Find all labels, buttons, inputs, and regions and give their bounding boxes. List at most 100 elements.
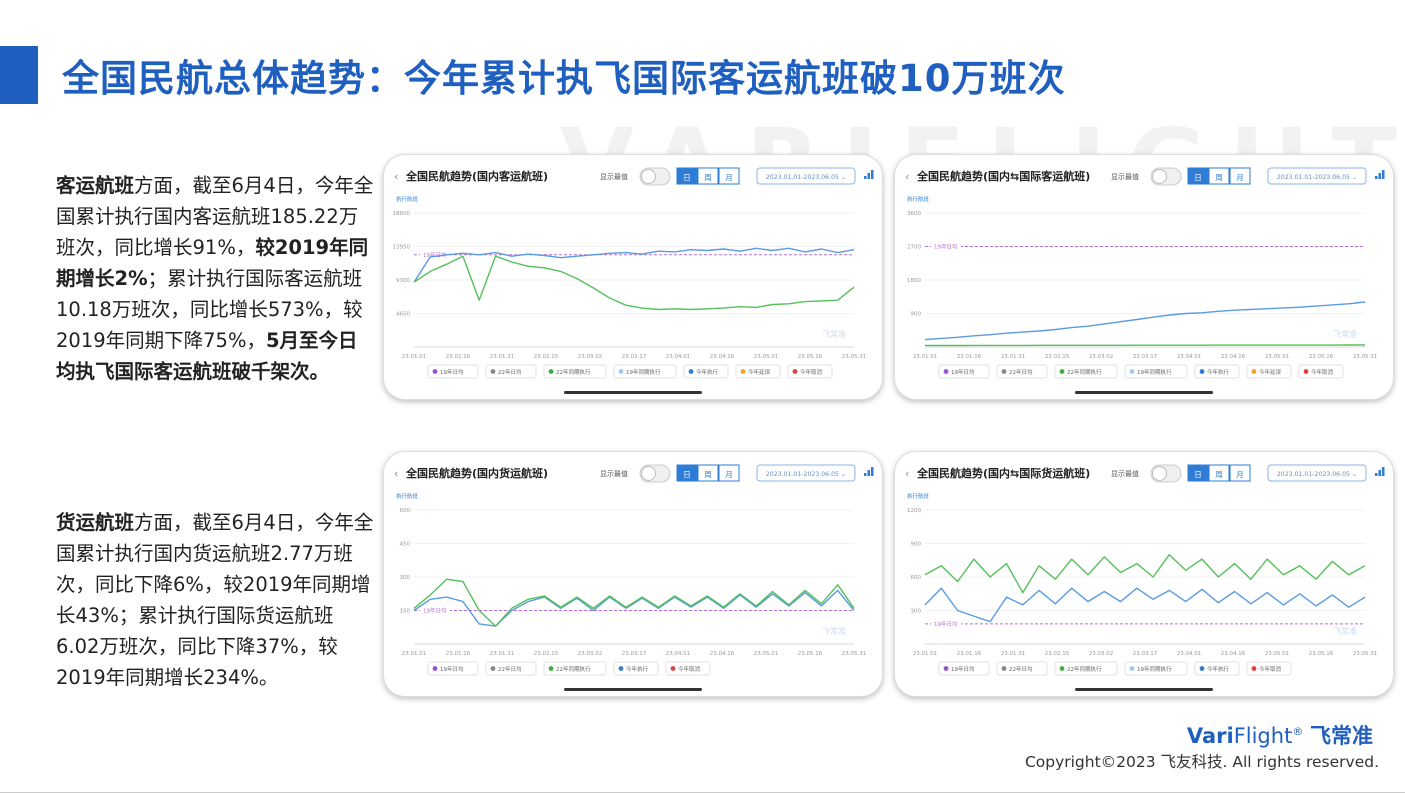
- x-tick-label: 23.05.16: [1309, 354, 1334, 360]
- legend-dot: [490, 369, 496, 374]
- tab-label: 月: [725, 470, 733, 479]
- passenger-lead: 客运航班: [56, 174, 135, 197]
- cargo-lead: 货运航班: [56, 511, 135, 534]
- legend-item: [1124, 661, 1188, 676]
- x-tick-label: 23.01.31: [1001, 354, 1026, 360]
- legend-item: [683, 364, 729, 379]
- legend-label: 22年同期执行: [1067, 368, 1102, 376]
- copyright-text: Copyright©2023 飞友科技. All rights reserved…: [1024, 753, 1379, 771]
- x-tick-label: 23.03.17: [1133, 651, 1158, 657]
- y-tick-label: 3600: [907, 211, 921, 217]
- y-tick-label: 600: [400, 508, 411, 514]
- page-title: 全国民航总体趋势：今年累计执飞国际客运航班破10万班次: [62, 57, 1066, 100]
- legend-dot: [1199, 666, 1205, 671]
- logo-vari: Vari: [1186, 724, 1234, 748]
- y-unit-label: 执行航班: [907, 195, 930, 203]
- date-range-select[interactable]: [756, 167, 856, 185]
- y-tick-label: 2700: [907, 245, 921, 251]
- tab-label: 月: [1236, 173, 1244, 182]
- chart-title: 全国民航趋势(国内客运航班): [405, 169, 548, 183]
- legend-item: [938, 364, 990, 379]
- series-line-1: [925, 344, 1365, 347]
- toggle-knob: [1152, 169, 1167, 184]
- date-range-select[interactable]: [1267, 167, 1367, 185]
- tab-month[interactable]: [718, 464, 740, 482]
- legend-item: [1246, 364, 1292, 379]
- tab-day[interactable]: [1187, 167, 1209, 185]
- tab-week[interactable]: [1208, 464, 1230, 482]
- tab-day[interactable]: [676, 464, 698, 482]
- legend-item: [996, 364, 1048, 379]
- legend-label: 今年取消: [800, 368, 823, 376]
- x-tick-label: 23.02.15: [534, 354, 559, 360]
- legend-dot: [943, 666, 949, 671]
- legend-dot: [943, 369, 949, 374]
- chart-watermark: 飞常准: [1333, 626, 1357, 636]
- tab-month[interactable]: [1229, 167, 1251, 185]
- y-tick-label: 450: [400, 542, 411, 548]
- legend-label: 19年同期执行: [1137, 368, 1172, 376]
- x-tick-label: 23.03.02: [1089, 651, 1114, 657]
- legend-dot: [688, 369, 694, 374]
- x-tick-label: 23.04.16: [710, 354, 735, 360]
- tab-week[interactable]: [697, 167, 719, 185]
- x-tick-label: 23.05.01: [1265, 354, 1290, 360]
- y-tick-label: 900: [911, 542, 922, 548]
- show-extremes-label: 显示最值: [1111, 172, 1139, 181]
- legend-item: [1054, 661, 1118, 676]
- bottom-divider: [0, 792, 1405, 793]
- chart-title: 全国民航趋势(国内⇆国际货运航班): [916, 466, 1090, 480]
- reference-line-label: 19年日均: [934, 243, 958, 251]
- y-tick-label: 900: [911, 312, 922, 318]
- reference-line-label: 19年日均: [934, 620, 958, 628]
- date-range-select[interactable]: [1267, 464, 1367, 482]
- tab-week[interactable]: [697, 464, 719, 482]
- legend-dot: [1059, 666, 1065, 671]
- x-tick-label: 23.05.16: [798, 354, 823, 360]
- bar-chart-icon: [1382, 170, 1385, 179]
- reference-line-label: 19年日均: [423, 251, 447, 259]
- legend-item: [427, 364, 479, 379]
- legend-item: [613, 661, 659, 676]
- passenger-part2: ；累计执行国际客运航班10.18万班次，同比增长573%，较2019年同期下降7…: [56, 267, 363, 352]
- tab-week[interactable]: [1208, 167, 1230, 185]
- legend-label: 19年日均: [951, 665, 975, 673]
- legend-item: [735, 364, 781, 379]
- legend-item: [1246, 661, 1292, 676]
- date-range-select[interactable]: [756, 464, 856, 482]
- legend-label: 22年同期执行: [556, 665, 591, 673]
- chart-watermark: 飞常准: [822, 626, 846, 636]
- x-tick-label: 23.02.15: [1045, 651, 1070, 657]
- logo-registered-mark: ®: [1292, 725, 1304, 738]
- y-tick-label: 9300: [396, 278, 410, 284]
- legend-item: [485, 364, 537, 379]
- x-tick-label: 23.03.02: [1089, 354, 1114, 360]
- chart-international-passenger: ‹ 全国民航趋势(国内⇆国际客运航班) 显示最值 日 周 月 2023.01.01-2023…: [905, 167, 1385, 394]
- y-tick-label: 1200: [907, 508, 921, 514]
- x-tick-label: 23.05.01: [754, 651, 779, 657]
- tab-month[interactable]: [718, 167, 740, 185]
- legend-label: 今年取消: [1311, 368, 1334, 376]
- variflight-logo: VariFlight® 飞常准: [1187, 720, 1373, 750]
- legend-dot: [670, 666, 676, 671]
- legend-label: 今年延误: [1259, 368, 1282, 376]
- back-chevron-icon: ‹: [905, 467, 909, 480]
- logo-flight: Flight: [1233, 724, 1293, 748]
- legend-label: 22年日均: [1009, 368, 1033, 376]
- legend-item: [787, 364, 833, 379]
- tab-month[interactable]: [1229, 464, 1251, 482]
- back-chevron-icon: ‹: [394, 467, 398, 480]
- x-tick-label: 23.02.15: [1045, 354, 1070, 360]
- legend-dot: [490, 666, 496, 671]
- bar-chart-icon: [1382, 467, 1385, 476]
- passenger-part1: 方面，截至6月4日，今年全国累计执行国内客运航班185.22万班次，同比增长91…: [56, 174, 374, 259]
- legend-dot: [1129, 666, 1135, 671]
- tab-label: 月: [1236, 470, 1244, 479]
- tab-day[interactable]: [676, 167, 698, 185]
- tab-day[interactable]: [1187, 464, 1209, 482]
- legend-item: [543, 364, 607, 379]
- passenger-bold1: 较2019年同期增长2%: [56, 236, 369, 290]
- tab-label: 周: [1215, 470, 1223, 479]
- x-tick-label: 23.02.15: [534, 651, 559, 657]
- legend-dot: [1199, 369, 1205, 374]
